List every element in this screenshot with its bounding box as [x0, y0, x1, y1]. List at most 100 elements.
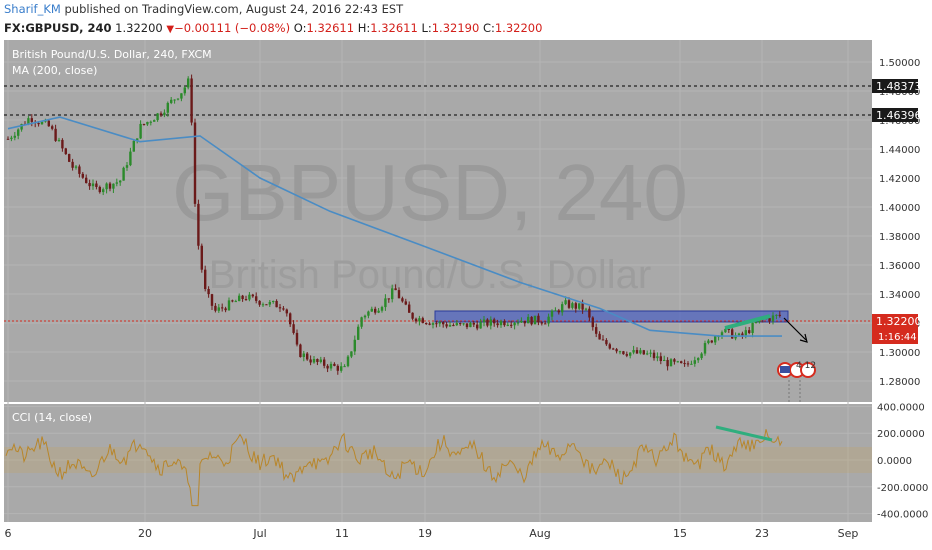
trendline-cci[interactable] [715, 425, 773, 442]
time-axis-bg[interactable] [0, 522, 932, 550]
candle [85, 177, 88, 184]
price-tick: 1.30000 [879, 348, 920, 359]
candle [567, 300, 571, 308]
resistance-zone[interactable] [434, 310, 789, 323]
candle [499, 321, 503, 326]
candle [302, 353, 305, 358]
candle [57, 139, 61, 141]
publish-info: published on TradingView.com, August 24,… [64, 2, 404, 16]
candle [540, 322, 543, 324]
candle [248, 294, 251, 300]
candle [707, 340, 710, 344]
ma-line[interactable] [7, 116, 782, 337]
chart-canvas[interactable]: GBPUSD, 240 British Pound/U.S. Dollar 4 … [0, 38, 932, 550]
time-axis[interactable]: 6 20 Jul 11 19 Aug 15 23 Sep [5, 527, 859, 540]
cci-tick: -400.0000 [877, 510, 928, 521]
candle [166, 102, 169, 113]
price-tick: 1.34000 [879, 290, 920, 301]
candle [98, 186, 101, 193]
candle [346, 356, 350, 367]
candle [564, 300, 567, 305]
candle [547, 316, 550, 324]
candle [731, 329, 734, 339]
candle [363, 315, 367, 318]
author-link[interactable]: Sharif_KM [4, 2, 61, 16]
candle [153, 120, 156, 122]
candle [503, 321, 506, 326]
candle [64, 148, 67, 155]
candle [180, 93, 183, 99]
candle [268, 301, 271, 305]
candle [632, 350, 635, 353]
close-value: 1.32200 [494, 21, 543, 35]
price-tick: 1.38000 [879, 232, 920, 243]
price-pane[interactable] [4, 40, 872, 402]
trendline-price[interactable] [724, 314, 771, 330]
candle [676, 361, 679, 363]
candle [520, 321, 523, 323]
candle [615, 349, 618, 352]
candle [156, 113, 159, 121]
candle [601, 339, 605, 341]
candle [391, 288, 394, 300]
candle [343, 366, 346, 368]
candle [448, 325, 452, 327]
candle [183, 87, 186, 94]
level-label-2: 1.46396 [876, 109, 922, 122]
candle [652, 352, 656, 359]
time-tick: Aug [529, 527, 550, 540]
level-label-1: 1.48373 [876, 80, 922, 93]
candle [754, 322, 758, 324]
candle [377, 310, 380, 313]
price-label: 1.32200 [876, 315, 922, 328]
high-label: H: [357, 21, 371, 35]
time-tick: 15 [673, 527, 687, 540]
candle [639, 350, 642, 354]
candle [516, 322, 520, 324]
candle [394, 288, 397, 291]
candle [88, 183, 91, 187]
candle [275, 300, 278, 308]
candle [578, 303, 581, 309]
cci-line[interactable] [5, 429, 783, 507]
candle [452, 325, 455, 327]
candle [17, 129, 20, 136]
candle [285, 309, 288, 314]
projection-arrow[interactable] [783, 317, 807, 341]
cci-axis[interactable]: 400.0000 200.0000 0.0000 -200.0000 -400.0000 [877, 402, 928, 520]
time-tick: 23 [755, 527, 769, 540]
low-value: 1.32190 [431, 21, 480, 35]
candle [210, 294, 214, 306]
candle [472, 322, 475, 325]
candle [421, 318, 424, 324]
candle [465, 323, 469, 328]
candle [251, 294, 254, 297]
price-candles[interactable] [6, 74, 781, 375]
candle [561, 304, 564, 313]
arrow-head-icon [799, 333, 808, 343]
candle [408, 304, 411, 313]
candle [329, 363, 333, 369]
candle [414, 318, 418, 322]
time-tick: Jul [252, 527, 266, 540]
candle [204, 269, 207, 290]
candle [261, 304, 265, 306]
candle [200, 245, 203, 270]
price-label-bg [872, 314, 918, 344]
candle [282, 308, 285, 310]
candle [387, 298, 390, 300]
candle [574, 303, 577, 309]
candle [428, 323, 431, 325]
candle [683, 363, 686, 365]
candle [278, 307, 282, 309]
candle [656, 356, 659, 359]
flag-icon[interactable] [777, 362, 816, 378]
candle [506, 324, 509, 326]
candle [771, 315, 775, 322]
candle [523, 321, 526, 324]
down-arrow-icon: ▼ [166, 24, 175, 35]
symbol-name[interactable]: FX:GBPUSD, 240 [4, 21, 112, 35]
candle [272, 300, 275, 302]
candle [227, 300, 231, 311]
candle [724, 328, 727, 333]
